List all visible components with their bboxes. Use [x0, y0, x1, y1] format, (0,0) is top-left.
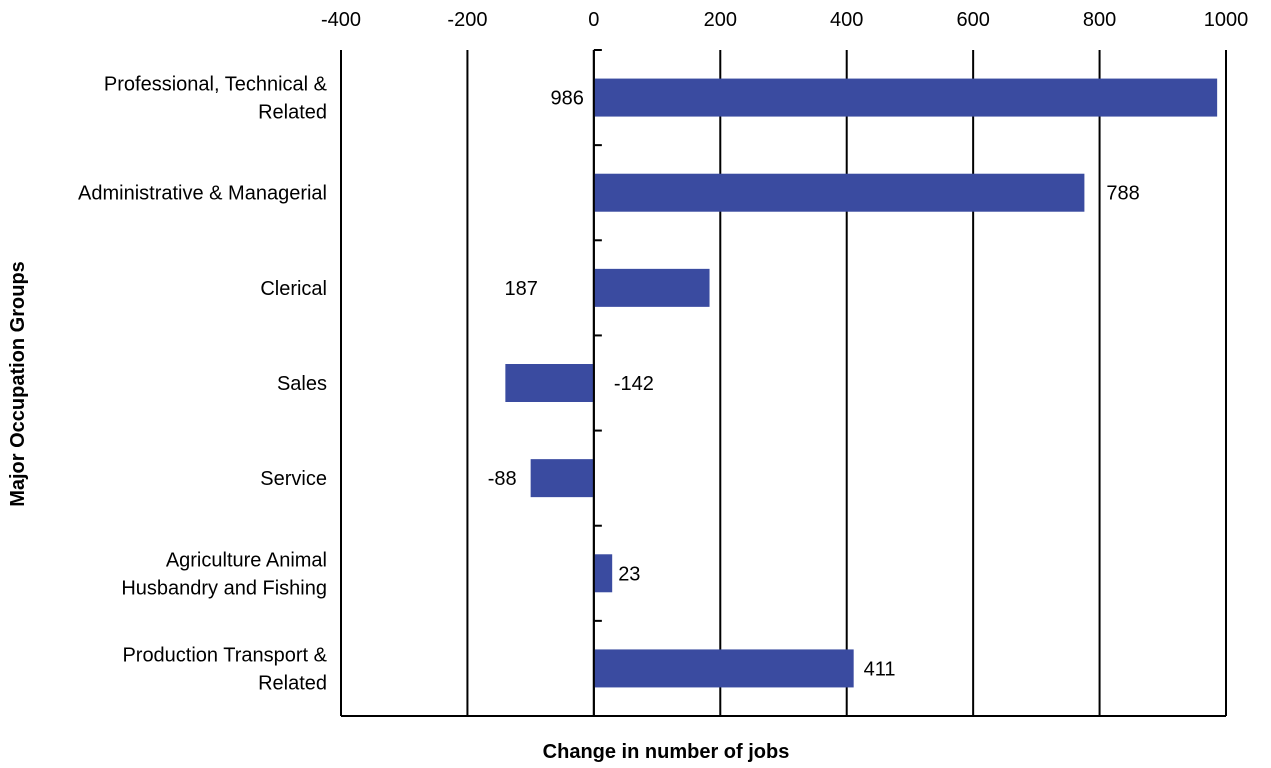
- category-label: Administrative & Managerial: [78, 183, 327, 205]
- x-tick-label: 200: [704, 9, 737, 31]
- data-label: -142: [614, 373, 654, 395]
- x-tick-label: 800: [1083, 9, 1116, 31]
- category-label: Sales: [277, 373, 327, 395]
- y-axis-title: Major Occupation Groups: [7, 261, 29, 507]
- x-tick-label: 0: [588, 9, 599, 31]
- category-label: Husbandry and Fishing: [121, 577, 327, 599]
- x-tick-label: -400: [321, 9, 361, 31]
- x-tick-label: 400: [830, 9, 863, 31]
- bar: [593, 173, 1085, 212]
- data-label: 411: [864, 658, 896, 680]
- x-tick-label: 600: [956, 9, 989, 31]
- bars: [505, 78, 1218, 688]
- category-label: Professional, Technical &: [104, 74, 328, 96]
- bar: [593, 554, 613, 593]
- labels: -400 -200 0 200 400 600 800 1000 Professional, T…: [78, 9, 1248, 694]
- category-label: Clerical: [260, 278, 327, 300]
- axes: [341, 49, 1226, 717]
- data-label: 23: [618, 563, 640, 585]
- x-tick-label: 1000: [1204, 9, 1249, 31]
- x-axis-title: Change in number of jobs: [543, 741, 790, 763]
- category-label: Agriculture Animal: [166, 549, 327, 571]
- category-label: Related: [258, 102, 327, 124]
- category-label: Production Transport &: [122, 644, 327, 666]
- bar: [593, 268, 710, 307]
- x-tick-label: -200: [447, 9, 487, 31]
- bar: [593, 78, 1218, 117]
- data-label: 187: [504, 278, 537, 300]
- bar: [593, 649, 854, 688]
- data-label: -88: [488, 468, 517, 490]
- data-label: 788: [1106, 183, 1139, 205]
- data-label: 986: [550, 88, 583, 110]
- bar: [530, 459, 594, 498]
- gridlines: [340, 50, 1227, 716]
- category-label: Related: [258, 672, 327, 694]
- bar: [505, 364, 594, 402]
- category-label: Service: [260, 468, 327, 490]
